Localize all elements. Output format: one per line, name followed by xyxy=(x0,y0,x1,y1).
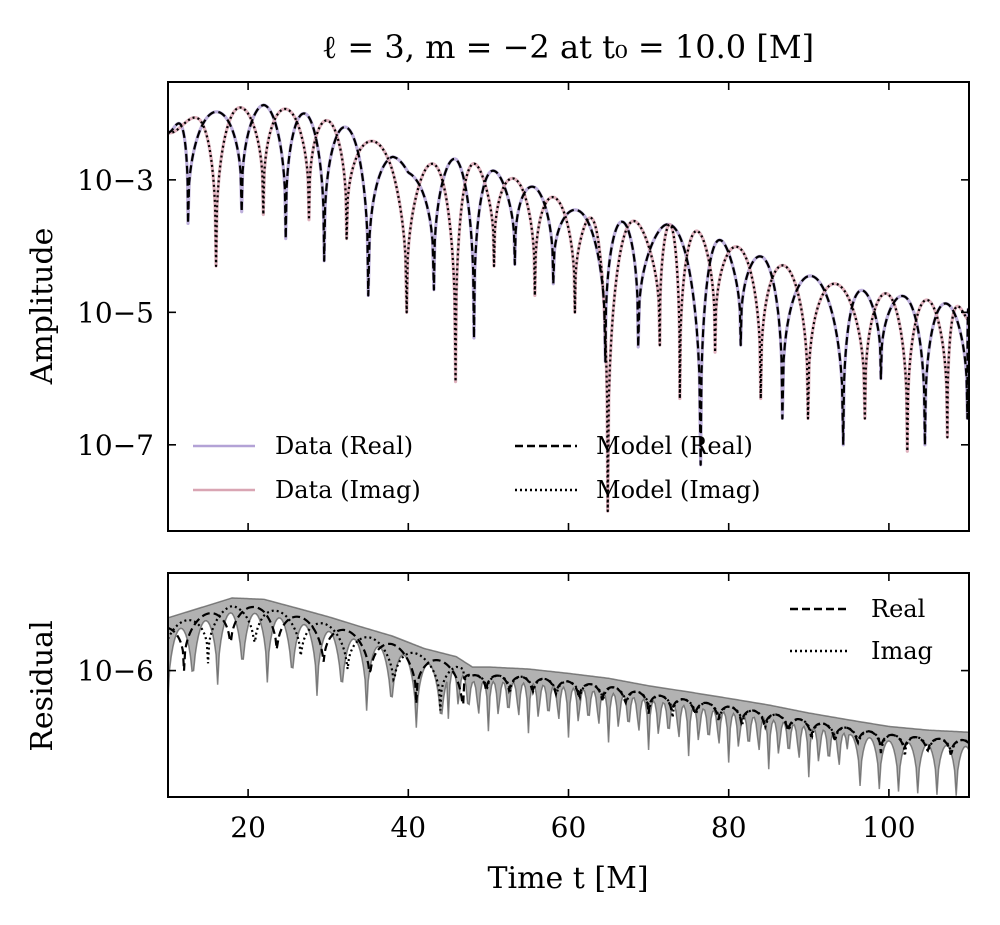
x-tick-label: 80 xyxy=(711,811,747,844)
residual-panel: 20 40 60 80 100 10−6 Residual Time t [M] Real… xyxy=(25,572,970,896)
x-axis-label: Time t [M] xyxy=(487,861,648,896)
legend-label-real: Real xyxy=(871,595,925,623)
residual-y-axis-label: Residual xyxy=(25,620,60,751)
legend-label-data-real: Data (Real) xyxy=(275,432,413,460)
x-tick-label: 20 xyxy=(230,811,266,844)
y-tick-label: 10−3 xyxy=(77,164,154,197)
y-tick-label: 10−7 xyxy=(77,429,154,462)
amplitude-axes-frame xyxy=(167,81,970,532)
amplitude-legend: Data (Real) Data (Imag) Model (Real) Mod… xyxy=(193,432,761,504)
x-tick-label: 60 xyxy=(551,811,587,844)
residual-line-imag xyxy=(168,604,969,757)
legend-label-model-imag: Model (Imag) xyxy=(596,476,761,504)
residual-legend: Real Imag xyxy=(790,595,933,665)
residual-uncertainty-band xyxy=(168,597,969,796)
amplitude-y-axis-label: Amplitude xyxy=(25,228,60,386)
amplitude-panel: ℓ = 3, m = −2 at t₀ = 10.0 [M] 10−310−51… xyxy=(25,28,970,532)
legend-label-data-imag: Data (Imag) xyxy=(275,476,421,504)
x-tick-label: 100 xyxy=(862,811,915,844)
series-line-model-imag xyxy=(168,106,969,513)
series-line-model-real xyxy=(168,103,969,466)
legend-label-model-real: Model (Real) xyxy=(596,432,753,460)
y-tick-label: 10−6 xyxy=(77,655,154,688)
chart-title: ℓ = 3, m = −2 at t₀ = 10.0 [M] xyxy=(322,28,814,66)
x-tick-label: 40 xyxy=(390,811,426,844)
legend-label-imag: Imag xyxy=(871,637,933,665)
amplitude-plot-area xyxy=(168,103,969,513)
amplitude-ticks: 10−3 10−5 10−7 xyxy=(77,82,969,531)
y-tick-label: 10−5 xyxy=(77,296,154,329)
residual-ticks: 20 40 60 80 100 10−6 xyxy=(77,573,969,844)
residual-plot-area xyxy=(168,597,969,796)
